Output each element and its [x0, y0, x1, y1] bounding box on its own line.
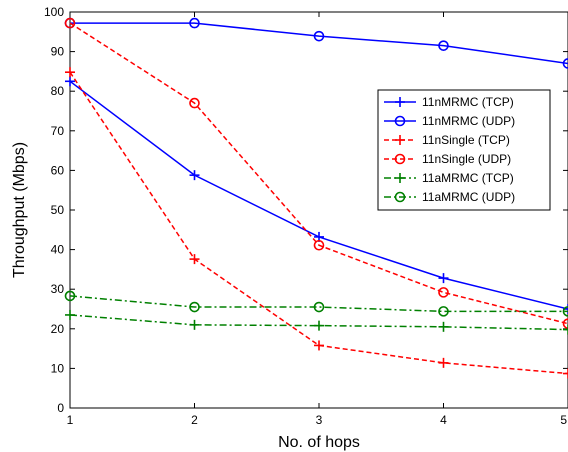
data-point-circle [562, 58, 568, 69]
data-point-plus [438, 273, 449, 284]
data-point-circle [64, 290, 76, 302]
y-axis-title: Throughput (Mbps) [11, 142, 28, 278]
y-tick-label: 90 [51, 45, 65, 59]
y-tick-label: 40 [51, 243, 65, 257]
data-point-plus [395, 173, 405, 183]
series-line [69, 314, 568, 331]
data-point-circle [394, 191, 406, 203]
x-tick-label: 5 [560, 413, 567, 427]
data-point-plus [314, 320, 324, 331]
y-tick-label: 50 [51, 203, 65, 217]
x-axis-title: No. of hops [278, 434, 360, 451]
data-point-plus [438, 357, 449, 368]
data-point-circle [394, 115, 406, 127]
data-point-plus [563, 368, 568, 379]
data-point-circle [189, 301, 200, 313]
data-point-circle [189, 97, 200, 109]
data-point-plus [65, 309, 75, 320]
data-point-plus [65, 67, 75, 78]
x-tick-label: 1 [67, 413, 74, 427]
x-tick-label: 4 [440, 413, 447, 427]
data-point-plus [189, 170, 200, 181]
y-tick-label: 100 [44, 5, 64, 19]
x-axis: 1 2 3 4 5 [67, 12, 567, 427]
y-tick-label: 0 [57, 401, 64, 415]
data-point-circle [438, 306, 449, 317]
x-tick-label: 3 [316, 413, 323, 427]
legend: 11nMRMC (TCP) 11nMRMC (UDP) 11nSingle (TCP… [377, 89, 551, 211]
series-2 [65, 67, 568, 379]
series-line [70, 22, 568, 65]
legend-label: 11nMRMC (UDP) [422, 114, 515, 128]
data-point-circle [313, 30, 325, 42]
data-point-circle [313, 301, 325, 313]
legend-label: 11nSingle (TCP) [422, 133, 510, 147]
series-4 [65, 309, 568, 335]
y-tick-label: 30 [51, 282, 65, 296]
series-layer [64, 17, 568, 379]
y-tick-label: 10 [51, 361, 65, 375]
data-point-plus [395, 135, 405, 145]
legend-item: 11nMRMC (TCP) [384, 95, 514, 109]
legend-label: 11nSingle (UDP) [422, 152, 511, 166]
legend-label: 11aMRMC (UDP) [422, 190, 515, 204]
series-line [69, 22, 568, 325]
data-point-circle [64, 17, 76, 29]
data-point-circle [189, 17, 200, 29]
legend-label: 11nMRMC (TCP) [422, 95, 514, 109]
y-tick-label: 80 [51, 84, 65, 98]
series-5 [64, 290, 568, 317]
legend-item: 11aMRMC (UDP) [384, 190, 515, 204]
data-point-plus [314, 340, 324, 351]
data-point-plus [395, 97, 405, 107]
data-point-circle [562, 306, 568, 317]
legend-item: 11nSingle (UDP) [384, 152, 511, 166]
legend-box [377, 89, 551, 211]
data-point-plus [189, 254, 200, 265]
legend-label: 11aMRMC (TCP) [422, 171, 514, 185]
legend-item: 11nSingle (TCP) [384, 133, 510, 147]
data-point-plus [65, 76, 75, 87]
data-point-circle [438, 287, 449, 298]
y-axis: 0 10 20 30 40 50 60 70 80 90 100 [44, 5, 568, 415]
data-point-circle [562, 318, 568, 329]
data-point-circle [313, 239, 325, 251]
legend-item: 11aMRMC (TCP) [384, 171, 514, 185]
x-tick-label: 2 [191, 413, 198, 427]
y-tick-label: 70 [51, 124, 65, 138]
data-point-plus [438, 321, 449, 332]
data-point-circle [438, 40, 449, 51]
legend-item: 11nMRMC (UDP) [384, 114, 515, 128]
y-tick-label: 20 [51, 322, 65, 336]
data-point-plus [189, 319, 200, 330]
series-3 [64, 17, 568, 329]
y-tick-label: 60 [51, 163, 65, 177]
data-point-circle [394, 153, 406, 165]
data-point-plus [563, 324, 568, 335]
series-line [69, 295, 568, 313]
